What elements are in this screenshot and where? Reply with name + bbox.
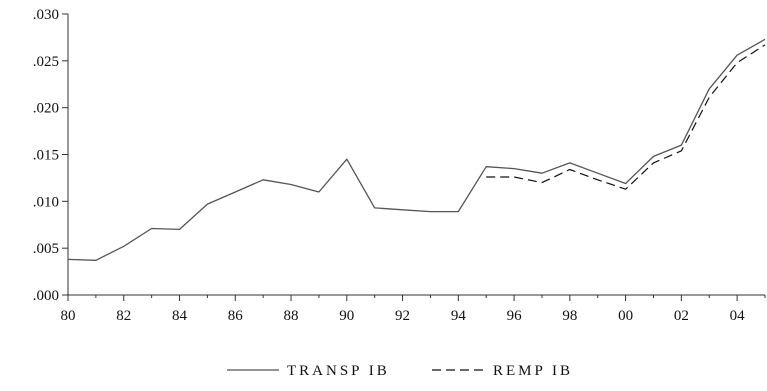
x-tick-label: 98 [562, 308, 577, 324]
x-tick-label: 92 [395, 308, 410, 324]
y-tick-label: .020 [33, 101, 59, 117]
y-tick-label: .025 [33, 54, 59, 70]
x-tick-label: 84 [172, 308, 188, 324]
y-tick-label: .010 [33, 194, 59, 210]
legend-label: TRANSP IB [287, 363, 390, 379]
legend: TRANSP IB REMP IB [227, 363, 573, 379]
x-tick-label: 88 [284, 308, 299, 324]
x-tick-label: 86 [228, 308, 244, 324]
x-tick-label: 02 [674, 308, 689, 324]
plot-lines [67, 38, 766, 261]
x-axis: 80 82 84 86 88 90 92 94 96 98 00 02 04 [61, 294, 766, 324]
y-tick-label: .005 [33, 241, 59, 257]
series-line-remp-ib [486, 44, 766, 190]
x-tick-label: 82 [116, 308, 131, 324]
y-tick-label: .015 [33, 148, 59, 164]
x-tick-label: 00 [618, 308, 633, 324]
legend-label: REMP IB [493, 363, 573, 379]
y-axis: .000 .005 .010 .015 .020 .025 .030 [33, 7, 69, 304]
y-tick-label: .030 [33, 7, 59, 23]
x-tick-label: 90 [339, 308, 354, 324]
y-tick-label: .000 [33, 288, 59, 304]
x-tick-label: 04 [730, 308, 746, 324]
series-line-transp-ib [67, 38, 766, 261]
x-tick-label: 94 [451, 308, 467, 324]
x-tick-label: 80 [61, 308, 76, 324]
x-tick-label: 96 [507, 308, 523, 324]
